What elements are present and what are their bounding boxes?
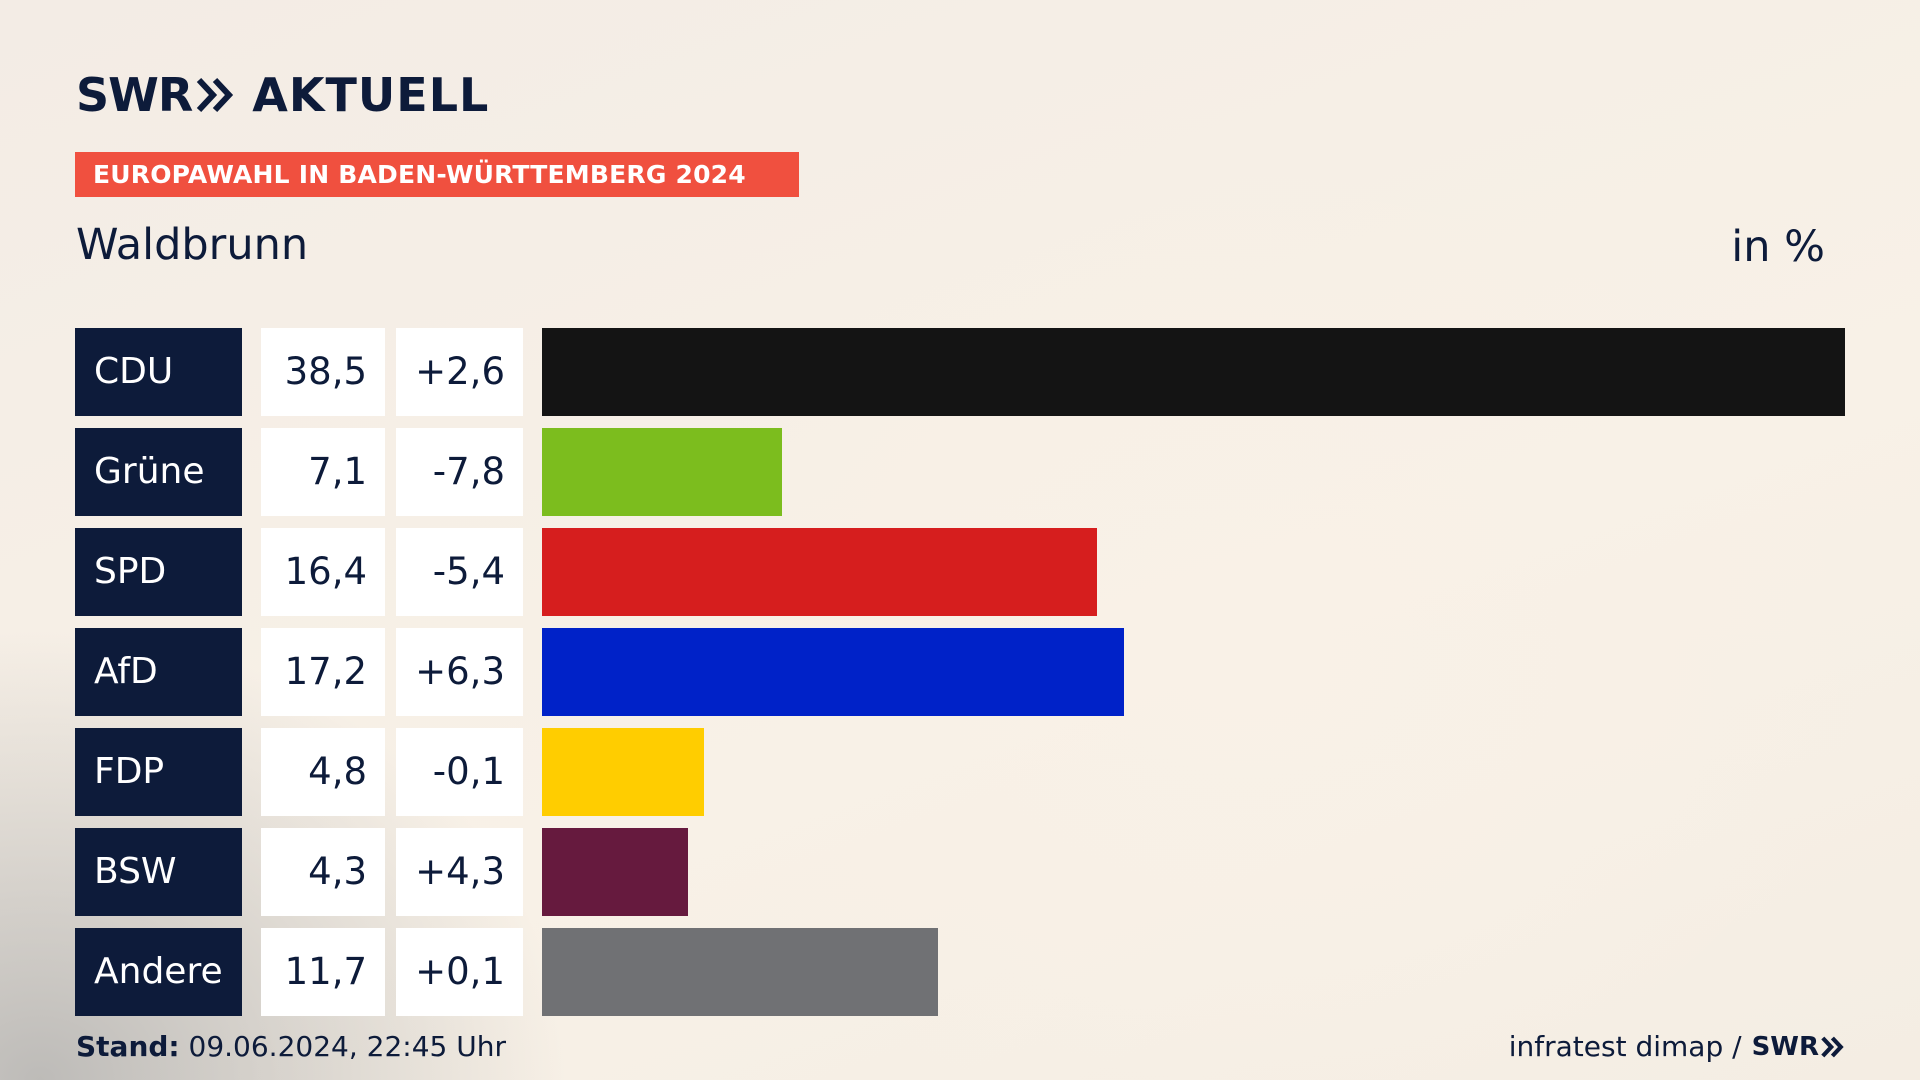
stand-label: Stand: (76, 1030, 180, 1063)
vote-share-label: 4,8 (261, 728, 385, 816)
double-chevron-small-icon (1821, 1036, 1844, 1057)
party-label: SPD (75, 528, 242, 616)
timestamp: Stand: 09.06.2024, 22:45 Uhr (76, 1030, 506, 1063)
party-label: Andere (75, 928, 242, 1016)
result-bar (542, 728, 704, 816)
vote-share-label: 11,7 (261, 928, 385, 1016)
swr-mini-text: SWR (1751, 1031, 1819, 1062)
change-label: -0,1 (396, 728, 523, 816)
vote-share-label: 7,1 (261, 428, 385, 516)
stand-value: 09.06.2024, 22:45 Uhr (179, 1030, 506, 1063)
vote-share-label: 38,5 (261, 328, 385, 416)
vote-share-label: 4,3 (261, 828, 385, 916)
change-label: +6,3 (396, 628, 523, 716)
result-bar (542, 928, 938, 1016)
logo-swr-text: SWR (76, 68, 193, 122)
municipality-title: Waldbrunn (76, 220, 309, 270)
party-label: AfD (75, 628, 242, 716)
change-label: -7,8 (396, 428, 523, 516)
source-credit: infratest dimap / SWR (1509, 1030, 1845, 1063)
result-bar (542, 628, 1124, 716)
result-bar (542, 528, 1097, 616)
double-chevron-icon (197, 77, 234, 113)
vote-share-label: 17,2 (261, 628, 385, 716)
party-label: Grüne (75, 428, 242, 516)
source-text: infratest dimap / (1508, 1030, 1742, 1063)
result-bar (542, 428, 782, 516)
party-label: FDP (75, 728, 242, 816)
change-label: +0,1 (396, 928, 523, 1016)
result-bar (542, 828, 688, 916)
party-label: BSW (75, 828, 242, 916)
swr-mini-logo: SWR (1752, 1032, 1845, 1062)
logo-aktuell-text: AKTUELL (252, 68, 490, 122)
election-banner: EUROPAWAHL IN BADEN-WÜRTTEMBERG 2024 (75, 152, 799, 197)
vote-share-label: 16,4 (261, 528, 385, 616)
change-label: -5,4 (396, 528, 523, 616)
change-label: +4,3 (396, 828, 523, 916)
change-label: +2,6 (396, 328, 523, 416)
party-label: CDU (75, 328, 242, 416)
unit-label: in % (1731, 222, 1825, 272)
swr-aktuell-logo: SWR AKTUELL (76, 68, 489, 122)
result-bar (542, 328, 1845, 416)
